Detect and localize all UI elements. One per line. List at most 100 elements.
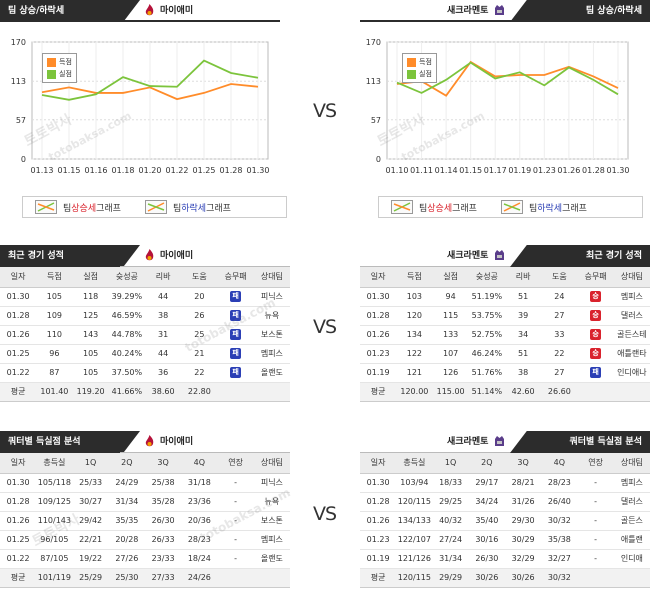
- result-badge: 승: [590, 291, 602, 302]
- table-cell: 32/27: [541, 549, 578, 569]
- left-team-name: 마이애미: [160, 6, 194, 16]
- table-cell: 인디애: [613, 549, 650, 569]
- left-team-label: 마이애미: [144, 0, 193, 22]
- table-cell: 40.24%: [108, 344, 145, 364]
- table-cell: 46.24%: [468, 344, 505, 364]
- table-header-row: 일자 총득실 1Q 2Q 3Q 4Q 연장 상대팀: [360, 453, 650, 474]
- average-cell: [253, 568, 290, 588]
- column-header: 연장: [217, 453, 254, 474]
- average-row: 평균 120.00 115.00 51.14% 42.60 26.60: [360, 382, 650, 402]
- table-cell: 01.28: [360, 492, 397, 512]
- x-tick-label: 01.22: [166, 166, 189, 175]
- table-row: 01.25 96/105 22/21 20/28 26/33 28/23- 멤피스: [0, 530, 290, 550]
- heat-logo-icon: [145, 249, 154, 261]
- result-badge: 패: [230, 367, 242, 378]
- table-cell: 26/30: [145, 511, 182, 531]
- table-cell: 01.19: [360, 363, 397, 383]
- table-row: 01.28 109 125 46.59% 38 26 패 뉴욕: [0, 306, 290, 326]
- column-header: 도움: [541, 267, 578, 288]
- average-cell: 30/26: [505, 568, 542, 588]
- table-cell: 골든스테: [613, 325, 650, 345]
- result-badge: 패: [230, 310, 242, 321]
- table-cell: 01.30: [360, 287, 397, 307]
- table-cell: 27: [541, 306, 578, 326]
- table-cell: 18/33: [432, 473, 469, 493]
- table-cell: 103/94: [396, 473, 433, 493]
- table-row: 01.30 105/118 25/33 24/29 25/38 31/18- 피닉스: [0, 473, 290, 493]
- average-row: 평균 101.40 119.20 41.66% 38.60 22.80: [0, 382, 290, 402]
- table-cell: 105: [72, 363, 109, 383]
- falling-graph-button[interactable]: 팀 하락세 그래프: [500, 200, 587, 214]
- table-cell: 134/133: [396, 511, 433, 531]
- table-cell: -: [217, 530, 254, 550]
- table-cell: 27/24: [432, 530, 469, 550]
- average-cell: [217, 568, 254, 588]
- average-cell: [613, 568, 650, 588]
- table-cell: 103: [396, 287, 433, 307]
- average-cell: 120.00: [396, 382, 433, 402]
- falling-word: 하락세: [181, 203, 207, 214]
- falling-graph-icon: [500, 200, 523, 214]
- result-badge: 패: [590, 367, 602, 378]
- table-cell: 31/34: [432, 549, 469, 569]
- result-badge: 승: [590, 348, 602, 359]
- table-cell: 01.25: [0, 344, 37, 364]
- table-cell: 31/34: [108, 492, 145, 512]
- result-badge: 승: [590, 310, 602, 321]
- result-badge: 패: [230, 329, 242, 340]
- table-cell: 37.50%: [108, 363, 145, 383]
- average-cell: 22.80: [181, 382, 218, 402]
- falling-suffix: 그래프: [562, 203, 587, 214]
- table-cell: 115: [432, 306, 469, 326]
- column-header: 3Q: [145, 453, 182, 474]
- table-cell: 뉴욕: [253, 306, 290, 326]
- table-cell: 51.76%: [468, 363, 505, 383]
- table-cell: 96/105: [36, 530, 73, 550]
- rising-suffix: 그래프: [452, 203, 477, 214]
- table-cell: 01.30: [360, 473, 397, 493]
- right-team-label: 새크라멘토: [447, 0, 505, 22]
- table-cell: 32/29: [505, 549, 542, 569]
- column-header: 리바: [145, 267, 182, 288]
- left-recent-title: 최근 경기 성적: [0, 245, 140, 267]
- table-cell: 122: [396, 344, 433, 364]
- right-recent-team: 새크라멘토: [447, 245, 510, 267]
- vs-label: VS: [313, 100, 337, 122]
- right-quarter-table: 일자 총득실 1Q 2Q 3Q 4Q 연장 상대팀 01.30 103/94 18/33 29/17 2…: [360, 453, 650, 588]
- column-header: 1Q: [72, 453, 109, 474]
- score-line: [41, 83, 259, 101]
- x-tick-label: 01.23: [533, 166, 556, 175]
- table-cell: 29/42: [72, 511, 109, 531]
- table-cell: 21: [181, 344, 218, 364]
- table-cell: 01.22: [0, 549, 37, 569]
- table-cell: 39: [505, 306, 542, 326]
- table-cell: 44: [145, 344, 182, 364]
- rising-graph-icon: [35, 200, 57, 214]
- column-header: 일자: [360, 453, 397, 474]
- table-header-row: 일자 득점 실점 슛성공 리바 도움 승무패 상대팀: [360, 267, 650, 288]
- column-header: 슛성공: [468, 267, 505, 288]
- y-tick-label: 113: [366, 77, 381, 86]
- average-row: 평균 120/115 29/29 30/26 30/26 30/32: [360, 568, 650, 588]
- rising-graph-button[interactable]: 팀 상승세 그래프: [35, 200, 121, 214]
- table-cell: 댈러스: [613, 306, 650, 326]
- x-tick-label: 01.15: [58, 166, 81, 175]
- average-cell: 101.40: [36, 382, 73, 402]
- table-cell: 35/35: [108, 511, 145, 531]
- rising-word: 상승세: [427, 203, 453, 214]
- column-header: 2Q: [468, 453, 505, 474]
- rising-graph-button[interactable]: 팀 상승세 그래프: [391, 200, 477, 214]
- table-cell: 107: [432, 344, 469, 364]
- falling-suffix: 그래프: [206, 203, 231, 214]
- vs-label: VS: [313, 316, 337, 338]
- average-cell: 평균: [360, 382, 397, 402]
- divider: [360, 452, 530, 453]
- right-quarter-title: 쿼터별 득실점 분석: [510, 431, 650, 453]
- average-cell: [217, 382, 254, 402]
- column-header: 도움: [181, 267, 218, 288]
- result-badge: 패: [230, 291, 242, 302]
- falling-graph-button[interactable]: 팀 하락세 그래프: [144, 200, 231, 214]
- table-cell: 94: [432, 287, 469, 307]
- table-cell: 125: [72, 306, 109, 326]
- team-name: 새크라멘토: [447, 251, 489, 261]
